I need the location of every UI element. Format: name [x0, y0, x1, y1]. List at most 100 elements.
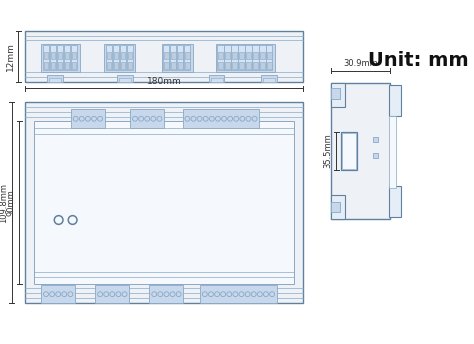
Text: Unit: mm: Unit: mm	[368, 51, 469, 70]
Bar	[184, 45, 191, 70]
Bar	[119, 78, 131, 82]
Bar	[177, 45, 183, 70]
Bar	[26, 102, 303, 303]
Bar	[225, 62, 230, 69]
Bar	[331, 202, 340, 212]
Bar	[164, 62, 169, 69]
Bar	[128, 62, 132, 69]
Bar	[246, 62, 251, 69]
Bar	[162, 44, 193, 72]
Bar	[51, 62, 55, 69]
Bar	[239, 62, 244, 69]
Bar	[104, 44, 136, 72]
Bar	[44, 62, 48, 69]
Bar	[231, 45, 237, 70]
Bar	[26, 32, 303, 82]
Text: 90mm: 90mm	[7, 189, 16, 216]
Bar	[149, 286, 183, 303]
Bar	[171, 52, 175, 60]
Bar	[127, 45, 133, 70]
Bar	[232, 52, 237, 60]
Bar	[57, 45, 63, 70]
Bar	[389, 85, 401, 116]
Bar	[267, 62, 272, 69]
Bar	[65, 52, 69, 60]
Bar	[373, 153, 378, 158]
Bar	[209, 75, 225, 82]
Text: 12mm: 12mm	[6, 42, 15, 71]
Bar	[373, 137, 378, 142]
Bar	[259, 45, 265, 70]
Bar	[331, 195, 345, 219]
Bar	[71, 109, 105, 128]
Bar	[164, 45, 170, 70]
Bar	[120, 52, 125, 60]
Bar	[389, 116, 395, 188]
Bar	[72, 62, 76, 69]
Bar	[47, 75, 63, 82]
Bar	[95, 286, 129, 303]
Bar	[50, 45, 56, 70]
Bar	[266, 45, 273, 70]
Bar	[58, 62, 62, 69]
Bar	[58, 52, 62, 60]
Bar	[64, 45, 70, 70]
Bar	[253, 45, 258, 70]
Text: 180mm: 180mm	[147, 77, 182, 86]
Bar	[253, 62, 258, 69]
Bar	[389, 186, 401, 217]
Bar	[41, 286, 75, 303]
Bar	[34, 121, 294, 284]
Bar	[331, 83, 390, 219]
Bar	[113, 45, 119, 70]
Bar	[232, 62, 237, 69]
Bar	[200, 286, 277, 303]
Bar	[171, 62, 175, 69]
Bar	[185, 52, 190, 60]
Bar	[120, 45, 126, 70]
Bar	[107, 62, 111, 69]
Bar	[170, 45, 176, 70]
Bar	[219, 52, 223, 60]
Bar	[225, 45, 230, 70]
Bar	[44, 52, 48, 60]
Bar	[178, 62, 182, 69]
Bar	[342, 133, 356, 169]
Text: 35.5mm: 35.5mm	[324, 134, 333, 169]
Bar	[72, 52, 76, 60]
Bar	[120, 62, 125, 69]
Bar	[260, 62, 264, 69]
Bar	[341, 132, 357, 170]
Bar	[261, 75, 277, 82]
Bar	[219, 62, 223, 69]
Bar	[246, 52, 251, 60]
Bar	[43, 45, 49, 70]
Bar	[263, 78, 275, 82]
Bar	[239, 52, 244, 60]
Bar	[253, 52, 258, 60]
Bar	[331, 83, 345, 107]
Bar	[185, 62, 190, 69]
Text: 109.8mm: 109.8mm	[0, 183, 8, 223]
Text: 30.9mm: 30.9mm	[343, 59, 378, 68]
Bar	[218, 45, 224, 70]
Bar	[107, 52, 111, 60]
Bar	[65, 62, 69, 69]
Bar	[238, 45, 245, 70]
Bar	[128, 52, 132, 60]
Bar	[49, 78, 61, 82]
Bar	[260, 52, 264, 60]
Bar	[71, 45, 77, 70]
Bar	[331, 88, 340, 99]
Bar	[41, 44, 80, 72]
Bar	[267, 52, 272, 60]
Bar	[246, 45, 252, 70]
Bar	[114, 52, 118, 60]
Bar	[216, 44, 275, 72]
Bar	[178, 52, 182, 60]
Bar	[182, 109, 259, 128]
Bar	[225, 52, 230, 60]
Bar	[210, 78, 223, 82]
Bar	[130, 109, 164, 128]
Bar	[106, 45, 112, 70]
